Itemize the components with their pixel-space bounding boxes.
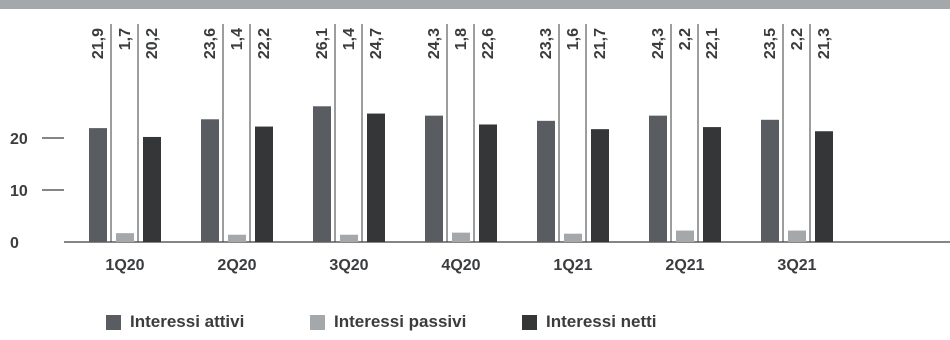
data-label-interessi-netti-2Q20: 22,2 xyxy=(256,28,273,59)
bar-interessi-passivi-1Q21 xyxy=(564,233,582,242)
bar-interessi-netti-4Q20 xyxy=(479,124,497,242)
category-label-3Q21: 3Q21 xyxy=(777,257,816,274)
legend-swatch-interessi-attivi xyxy=(106,314,121,330)
legend-item-interessi-passivi: Interessi passivi xyxy=(310,312,466,332)
interest-bar-chart: 0 10 20 21,9 1,7 20,2 1Q20 23,6 1,4 22,2 2Q20 26,1 1… xyxy=(0,0,950,274)
y-tick-label-10: 10 xyxy=(10,183,28,200)
legend-item-interessi-netti: Interessi netti xyxy=(522,312,657,332)
bar-interessi-attivi-1Q20 xyxy=(89,128,107,242)
data-label-interessi-passivi-3Q21: 2,2 xyxy=(789,28,806,50)
bar-interessi-netti-2Q20 xyxy=(255,126,273,242)
data-label-interessi-passivi-4Q20: 1,8 xyxy=(453,28,470,50)
data-label-interessi-passivi-1Q21: 1,6 xyxy=(565,28,582,50)
bar-interessi-passivi-4Q20 xyxy=(452,232,470,242)
bar-interessi-attivi-3Q20 xyxy=(313,106,331,242)
data-label-interessi-attivi-2Q21: 24,3 xyxy=(650,28,667,59)
category-label-2Q20: 2Q20 xyxy=(217,257,256,274)
legend-label-interessi-netti: Interessi netti xyxy=(546,312,657,331)
data-label-interessi-attivi-2Q20: 23,6 xyxy=(202,28,219,59)
category-label-4Q20: 4Q20 xyxy=(441,257,480,274)
bar-interessi-netti-2Q21 xyxy=(703,127,721,242)
bar-interessi-passivi-2Q21 xyxy=(676,230,694,242)
data-label-interessi-netti-4Q20: 22,6 xyxy=(480,28,497,59)
data-label-interessi-attivi-4Q20: 24,3 xyxy=(426,28,443,59)
data-label-interessi-passivi-2Q20: 1,4 xyxy=(229,28,246,50)
category-label-1Q21: 1Q21 xyxy=(553,257,592,274)
data-label-interessi-attivi-1Q20: 21,9 xyxy=(90,28,107,59)
data-label-interessi-netti-3Q21: 21,3 xyxy=(816,28,833,59)
bar-interessi-netti-1Q20 xyxy=(143,136,161,242)
legend-swatch-interessi-passivi xyxy=(310,314,325,330)
data-label-interessi-netti-1Q21: 21,7 xyxy=(592,28,609,59)
bar-interessi-passivi-2Q20 xyxy=(228,234,246,242)
chart-legend: Interessi attivi Interessi passivi Inter… xyxy=(0,312,950,336)
bar-interessi-attivi-2Q21 xyxy=(649,115,667,242)
bar-interessi-netti-3Q20 xyxy=(367,113,385,242)
y-tick-label-0: 0 xyxy=(10,235,19,252)
bar-interessi-passivi-1Q20 xyxy=(116,233,134,242)
data-label-interessi-netti-3Q20: 24,7 xyxy=(368,28,385,59)
bar-interessi-attivi-1Q21 xyxy=(537,120,555,242)
bar-interessi-passivi-3Q21 xyxy=(788,230,806,242)
data-label-interessi-attivi-3Q20: 26,1 xyxy=(314,28,331,59)
category-label-2Q21: 2Q21 xyxy=(665,257,704,274)
data-label-interessi-netti-1Q20: 20,2 xyxy=(144,28,161,59)
bar-interessi-netti-1Q21 xyxy=(591,129,609,242)
bar-interessi-attivi-2Q20 xyxy=(201,119,219,242)
category-label-1Q20: 1Q20 xyxy=(105,257,144,274)
legend-label-interessi-attivi: Interessi attivi xyxy=(130,312,245,331)
data-label-interessi-passivi-3Q20: 1,4 xyxy=(341,28,358,50)
top-band xyxy=(0,0,950,9)
bar-interessi-netti-3Q21 xyxy=(815,131,833,242)
legend-label-interessi-passivi: Interessi passivi xyxy=(334,312,467,331)
data-label-interessi-attivi-1Q21: 23,3 xyxy=(538,28,555,59)
y-tick-label-20: 20 xyxy=(10,131,28,148)
data-label-interessi-passivi-2Q21: 2,2 xyxy=(677,28,694,50)
data-label-interessi-attivi-3Q21: 23,5 xyxy=(762,28,779,59)
legend-swatch-interessi-netti xyxy=(522,314,537,330)
data-label-interessi-netti-2Q21: 22,1 xyxy=(704,28,721,59)
bar-interessi-attivi-3Q21 xyxy=(761,119,779,242)
bar-interessi-attivi-4Q20 xyxy=(425,115,443,242)
bar-interessi-passivi-3Q20 xyxy=(340,234,358,242)
legend-item-interessi-attivi: Interessi attivi xyxy=(106,312,244,332)
data-label-interessi-passivi-1Q20: 1,7 xyxy=(117,28,134,50)
category-label-3Q20: 3Q20 xyxy=(329,257,368,274)
